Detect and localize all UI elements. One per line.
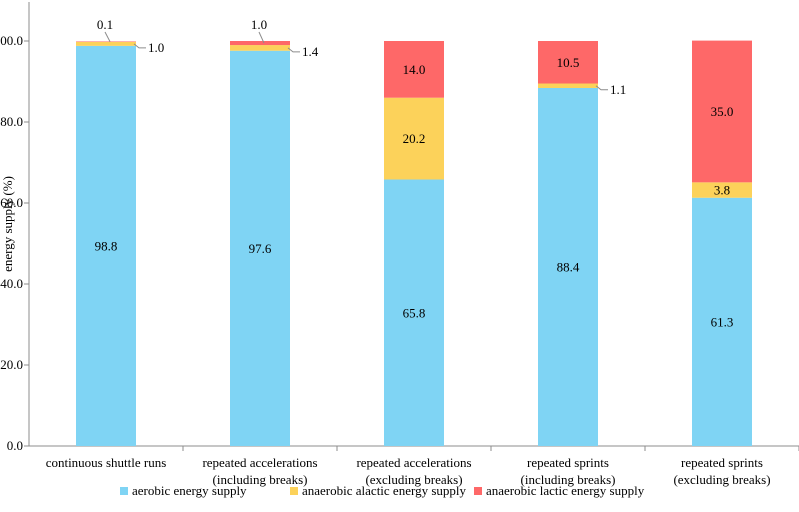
legend-label: anaerobic alactic energy supply [302, 483, 466, 498]
bar-segment [538, 83, 598, 88]
legend-label: aerobic energy supply [132, 483, 247, 498]
x-category-label: repeated accelerations [202, 455, 317, 470]
bar-segment [692, 197, 752, 446]
y-tick-label: 60.0 [0, 195, 23, 210]
x-category-label: repeated sprints [527, 455, 609, 470]
legend-swatch [290, 487, 298, 495]
y-axis-title: energy supply (%) [0, 176, 15, 272]
legend-swatch [474, 487, 482, 495]
x-category-label: repeated accelerations [356, 455, 471, 470]
legend-label: anaerobic lactic energy supply [486, 483, 645, 498]
data-label: 98.8 [95, 238, 118, 253]
bar-segment [384, 97, 444, 180]
data-label: 20.2 [403, 131, 426, 146]
x-category-label: repeated sprints [681, 455, 763, 470]
data-label: 1.1 [610, 82, 626, 97]
data-label: 14.0 [403, 62, 426, 77]
bar-segment [384, 179, 444, 446]
x-category-label: (excluding breaks) [673, 472, 770, 487]
bar-segment [538, 87, 598, 446]
data-label: 61.3 [711, 314, 734, 329]
bar-segment [76, 45, 136, 447]
bar-segment [76, 41, 136, 46]
data-label: 3.8 [714, 183, 730, 198]
bar-segment [538, 41, 598, 84]
x-category-label: (including breaks) [213, 472, 308, 487]
bar-segment [76, 41, 136, 42]
data-label: 97.6 [249, 241, 272, 256]
data-label: 0.1 [97, 17, 113, 32]
data-label: 88.4 [557, 259, 580, 274]
y-tick-label: 20.0 [0, 357, 23, 372]
label-leader-line [133, 43, 146, 49]
bar-segment [230, 45, 290, 51]
y-tick-label: 80.0 [0, 114, 23, 129]
data-label: 1.4 [302, 44, 319, 59]
label-leader-line [595, 85, 608, 91]
data-label: 10.5 [557, 55, 580, 70]
bar-segment [230, 41, 290, 46]
bar-segment [692, 182, 752, 198]
label-leader-line [258, 31, 265, 44]
data-label: 65.8 [403, 305, 426, 320]
x-category-label: (including breaks) [521, 472, 616, 487]
label-leader-line [287, 47, 300, 53]
data-label: 1.0 [251, 17, 267, 32]
y-tick-label: 0.0 [7, 438, 23, 453]
bar-segment [384, 41, 444, 98]
bar-segment [692, 40, 752, 183]
data-label: 1.0 [148, 40, 164, 55]
data-label: 35.0 [711, 104, 734, 119]
label-leader-line [104, 31, 111, 42]
bar-segment [230, 50, 290, 446]
x-category-label: continuous shuttle runs [46, 455, 167, 470]
legend-swatch [120, 487, 128, 495]
y-tick-label: 100.0 [0, 33, 23, 48]
y-tick-label: 40.0 [0, 276, 23, 291]
x-category-label: (excluding breaks) [365, 472, 462, 487]
